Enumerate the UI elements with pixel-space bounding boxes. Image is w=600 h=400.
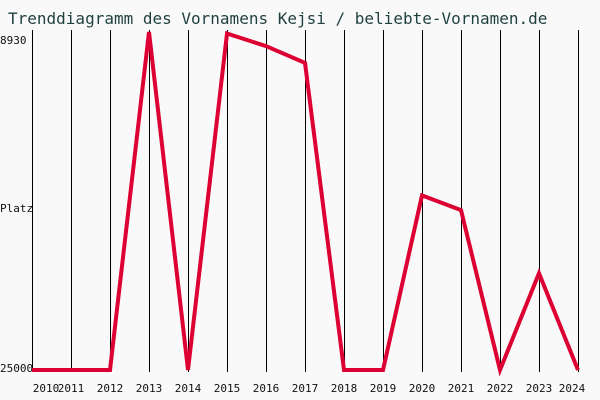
x-tick-label: 2024 bbox=[559, 382, 586, 395]
chart-title: Trenddiagramm des Vornamens Kejsi / beli… bbox=[8, 9, 547, 28]
x-tick-label: 2022 bbox=[487, 382, 514, 395]
y-bottom-label: 25000 bbox=[0, 362, 33, 375]
x-tick-label: 2023 bbox=[526, 382, 553, 395]
x-tick-label: 2019 bbox=[370, 382, 397, 395]
x-tick-label: 2013 bbox=[136, 382, 163, 395]
grid-lines bbox=[32, 30, 579, 372]
x-tick-label: 2016 bbox=[253, 382, 280, 395]
y-top-label: 8930 bbox=[0, 34, 27, 47]
x-tick-label: 2021 bbox=[448, 382, 475, 395]
x-tick-label: 2012 bbox=[97, 382, 124, 395]
x-tick-label: 2018 bbox=[331, 382, 358, 395]
x-tick-label: 2017 bbox=[292, 382, 319, 395]
series-line bbox=[32, 30, 580, 377]
x-tick-label: 2020 bbox=[409, 382, 436, 395]
series-group bbox=[32, 30, 580, 377]
x-tick-label: 2015 bbox=[214, 382, 241, 395]
y-axis-label: Platz bbox=[0, 202, 33, 215]
x-tick-label: 2011 bbox=[58, 382, 85, 395]
x-tick-label: 2010 bbox=[33, 382, 60, 395]
x-tick-label: 2014 bbox=[175, 382, 202, 395]
